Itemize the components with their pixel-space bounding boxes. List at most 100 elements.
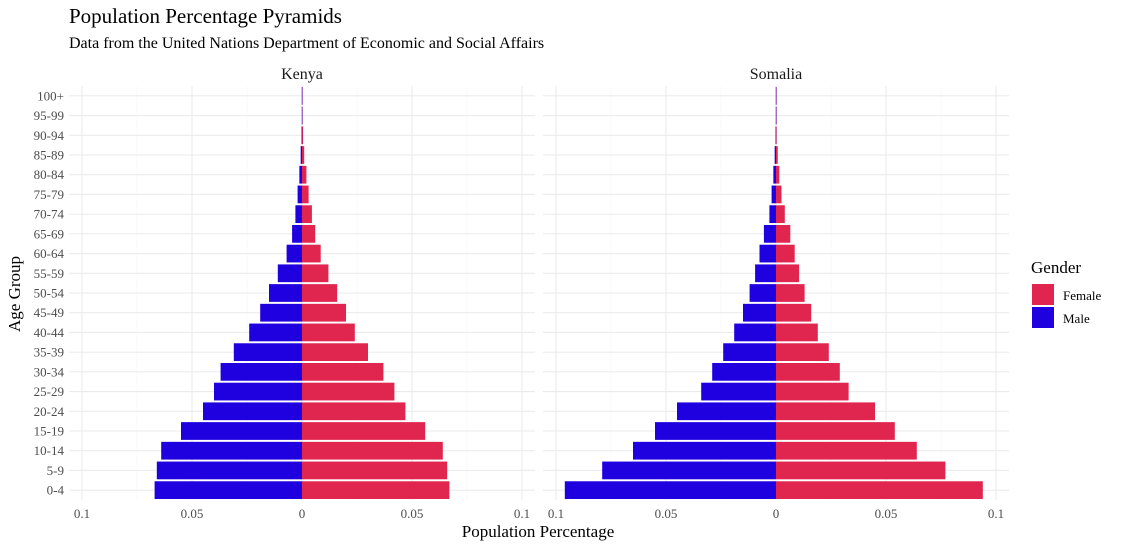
bar-kenya-female-70-74 xyxy=(302,205,312,224)
bar-kenya-female-50-54 xyxy=(302,284,338,302)
bar-somalia-female-40-44 xyxy=(776,323,818,342)
bar-kenya-female-45-49 xyxy=(302,303,346,322)
bar-somalia-male-50-54 xyxy=(749,284,776,302)
legend-swatch-male xyxy=(1032,307,1054,328)
bar-kenya-female-75-79 xyxy=(302,185,309,204)
bar-kenya-male-5-9 xyxy=(156,461,302,480)
bar-somalia-male-45-49 xyxy=(743,303,776,322)
y-tick-label: 100+ xyxy=(37,88,64,103)
bar-kenya-male-50-54 xyxy=(269,284,302,302)
bar-somalia-male-85-89 xyxy=(774,146,776,164)
x-tick-label: 0.05 xyxy=(401,506,424,521)
y-tick-label: 85-89 xyxy=(34,148,64,163)
bar-somalia-male-80-84 xyxy=(773,165,776,184)
x-tick-label: 0 xyxy=(299,506,306,521)
x-tick-label: 0 xyxy=(773,506,780,521)
y-tick-label: 25-29 xyxy=(34,384,64,399)
bar-somalia-female-45-49 xyxy=(776,303,812,322)
bar-kenya-male-15-19 xyxy=(181,422,302,440)
y-tick-label: 10-14 xyxy=(34,443,65,458)
bar-kenya-female-35-39 xyxy=(302,343,368,362)
bar-kenya-male-95-99 xyxy=(301,106,303,125)
bar-kenya-female-40-44 xyxy=(302,323,355,342)
facet-label-somalia: Somalia xyxy=(750,66,802,83)
bar-somalia-female-10-14 xyxy=(776,441,917,460)
bar-kenya-male-85-89 xyxy=(300,146,302,164)
bar-kenya-male-0-4 xyxy=(154,481,302,500)
legend: Gender Female Male xyxy=(1031,258,1101,328)
bar-somalia-female-0-4 xyxy=(776,481,983,500)
bar-somalia-female-25-29 xyxy=(776,382,849,401)
bar-kenya-female-0-4 xyxy=(302,481,450,500)
bar-kenya-male-80-84 xyxy=(299,165,302,184)
bar-kenya-male-60-64 xyxy=(286,244,302,263)
bar-kenya-male-45-49 xyxy=(260,303,302,322)
facet-panels: Kenya 0.1 0.05 0 0.05 0.1 Somalia 0.1 0.05 0 0.05 0… xyxy=(69,66,1009,521)
x-tick-label: 0.05 xyxy=(875,506,898,521)
bar-somalia-male-90-94 xyxy=(775,126,777,145)
bar-somalia-female-90-94 xyxy=(776,126,777,145)
legend-label-male: Male xyxy=(1063,311,1090,326)
bar-somalia-male-75-79 xyxy=(771,185,776,204)
bar-kenya-female-15-19 xyxy=(302,422,426,440)
bar-somalia-female-70-74 xyxy=(776,205,785,224)
bar-kenya-female-30-34 xyxy=(302,362,384,381)
bar-somalia-male-95-99 xyxy=(775,106,777,125)
y-tick-label: 90-94 xyxy=(34,128,65,143)
bar-kenya-male-75-79 xyxy=(297,185,302,204)
bar-somalia-male-25-29 xyxy=(701,382,776,401)
y-tick-label: 65-69 xyxy=(34,226,64,241)
bar-somalia-female-30-34 xyxy=(776,362,840,381)
bar-somalia-female-35-39 xyxy=(776,343,829,362)
bar-kenya-male-55-59 xyxy=(277,264,302,283)
bar-somalia-female-50-54 xyxy=(776,284,805,302)
bar-kenya-female-80-84 xyxy=(302,165,307,184)
bar-kenya-female-55-59 xyxy=(302,264,329,283)
bar-somalia-male-10-14 xyxy=(633,441,776,460)
y-tick-label: 45-49 xyxy=(34,305,64,320)
bar-somalia-male-30-34 xyxy=(712,362,776,381)
y-tick-label: 30-34 xyxy=(34,364,65,379)
bar-somalia-female-20-24 xyxy=(776,402,875,421)
facet-label-kenya: Kenya xyxy=(281,66,323,83)
bar-somalia-male-70-74 xyxy=(769,205,776,224)
y-tick-labels: 0-4 5-9 10-14 15-19 20-24 25-29 30-34 35-39 40-4… xyxy=(34,88,65,497)
y-tick-label: 60-64 xyxy=(34,246,65,261)
bar-somalia-female-60-64 xyxy=(776,244,795,263)
y-tick-label: 0-4 xyxy=(47,483,65,498)
x-axis-title: Population Percentage xyxy=(462,522,615,541)
y-tick-label: 35-39 xyxy=(34,345,64,360)
bar-somalia-female-15-19 xyxy=(776,422,895,440)
bar-kenya-male-35-39 xyxy=(233,343,302,362)
bar-kenya-female-25-29 xyxy=(302,382,395,401)
bar-somalia-male-35-39 xyxy=(723,343,776,362)
x-tick-label: 0.1 xyxy=(548,506,564,521)
bar-kenya-female-85-89 xyxy=(302,146,305,164)
bar-kenya-male-30-34 xyxy=(220,362,302,381)
y-tick-label: 5-9 xyxy=(47,463,64,478)
y-tick-label: 40-44 xyxy=(34,325,65,340)
bar-kenya-female-90-94 xyxy=(302,126,304,145)
y-tick-label: 75-79 xyxy=(34,187,64,202)
bar-somalia-male-100 xyxy=(775,86,777,105)
y-tick-label: 80-84 xyxy=(34,167,65,182)
panel-somalia: Somalia 0.1 0.05 0 0.05 0.1 xyxy=(543,66,1009,521)
y-tick-label: 50-54 xyxy=(34,286,65,301)
bar-kenya-male-70-74 xyxy=(295,205,302,224)
x-tick-label: 0.1 xyxy=(74,506,90,521)
bar-somalia-female-80-84 xyxy=(776,165,780,184)
bar-kenya-female-20-24 xyxy=(302,402,406,421)
chart-subtitle: Data from the United Nations Department … xyxy=(69,35,544,52)
bar-kenya-male-90-94 xyxy=(301,126,303,145)
bar-somalia-female-65-69 xyxy=(776,224,791,243)
bar-somalia-male-0-4 xyxy=(564,481,776,500)
bar-somalia-female-55-59 xyxy=(776,264,800,283)
bar-kenya-male-25-29 xyxy=(214,382,302,401)
bar-somalia-male-15-19 xyxy=(655,422,776,440)
bar-kenya-female-5-9 xyxy=(302,461,448,480)
legend-label-female: Female xyxy=(1063,288,1101,303)
y-tick-label: 20-24 xyxy=(34,404,65,419)
bar-somalia-male-65-69 xyxy=(763,224,776,243)
bar-somalia-male-20-24 xyxy=(677,402,776,421)
